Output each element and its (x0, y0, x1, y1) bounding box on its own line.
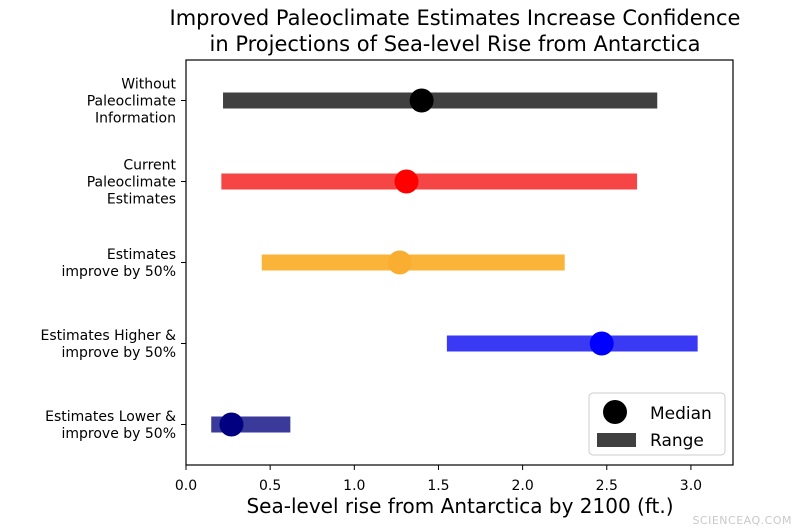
y-tick-label-2-line-1: Current (123, 158, 176, 174)
range-bar-2 (221, 173, 638, 190)
median-marker-4 (589, 331, 614, 356)
x-tick-label-0.0: 0.0 (175, 478, 197, 494)
legend-range-label: Range (650, 431, 704, 451)
y-tick-label-2-line-2: Paleoclimate (87, 175, 176, 191)
y-axis: WithoutPaleoclimateInformationCurrentPal… (41, 77, 186, 442)
x-tick-label-1.5: 1.5 (427, 478, 449, 494)
x-tick-label-3.0: 3.0 (680, 478, 702, 494)
legend-range-marker (597, 433, 636, 447)
y-tick-label-1-line-3: Information (95, 111, 176, 127)
range-bar-4 (446, 335, 698, 352)
y-tick-label-4-line-2: improve by 50% (61, 345, 176, 361)
y-tick-label-5-line-1: Estimates Lower & (45, 409, 176, 425)
median-marker-1 (409, 88, 434, 113)
x-tick-label-0.5: 0.5 (259, 478, 281, 494)
y-tick-label-5-line-2: improve by 50% (61, 426, 176, 442)
y-tick-label-3-line-1: Estimates (107, 247, 176, 263)
legend-median-label: Median (650, 404, 712, 424)
chart-title: Improved Paleoclimate Estimates Increase… (170, 6, 741, 56)
x-axis-label: Sea-level rise from Antarctica by 2100 (… (246, 494, 673, 518)
range-bar-1 (223, 92, 658, 109)
y-tick-label-3-line-2: improve by 50% (61, 264, 176, 280)
y-tick-label-1-line-1: Without (121, 77, 176, 93)
median-marker-2 (394, 169, 419, 194)
x-axis: 0.0 0.5 1.0 1.5 2.0 2.5 3.0 (175, 465, 702, 494)
chart-marks (211, 88, 698, 437)
chart-title-line-1: Improved Paleoclimate Estimates Increase… (170, 6, 741, 30)
y-tick-label-4-line-1: Estimates Higher & (41, 328, 177, 344)
range-bar-3 (261, 254, 565, 271)
watermark-text: SCIENCEAQ.COM (692, 514, 792, 527)
median-marker-3 (387, 250, 412, 275)
y-tick-label-1-line-2: Paleoclimate (87, 94, 176, 110)
legend: Median Range (588, 392, 726, 456)
x-tick-label-2.5: 2.5 (596, 478, 618, 494)
x-tick-label-2.0: 2.0 (511, 478, 533, 494)
y-tick-label-2-line-3: Estimates (107, 192, 176, 208)
chart-title-line-2: in Projections of Sea-level Rise from An… (210, 32, 701, 56)
x-tick-label-1.0: 1.0 (343, 478, 365, 494)
median-marker-5 (219, 412, 244, 437)
legend-median-marker (603, 400, 627, 424)
